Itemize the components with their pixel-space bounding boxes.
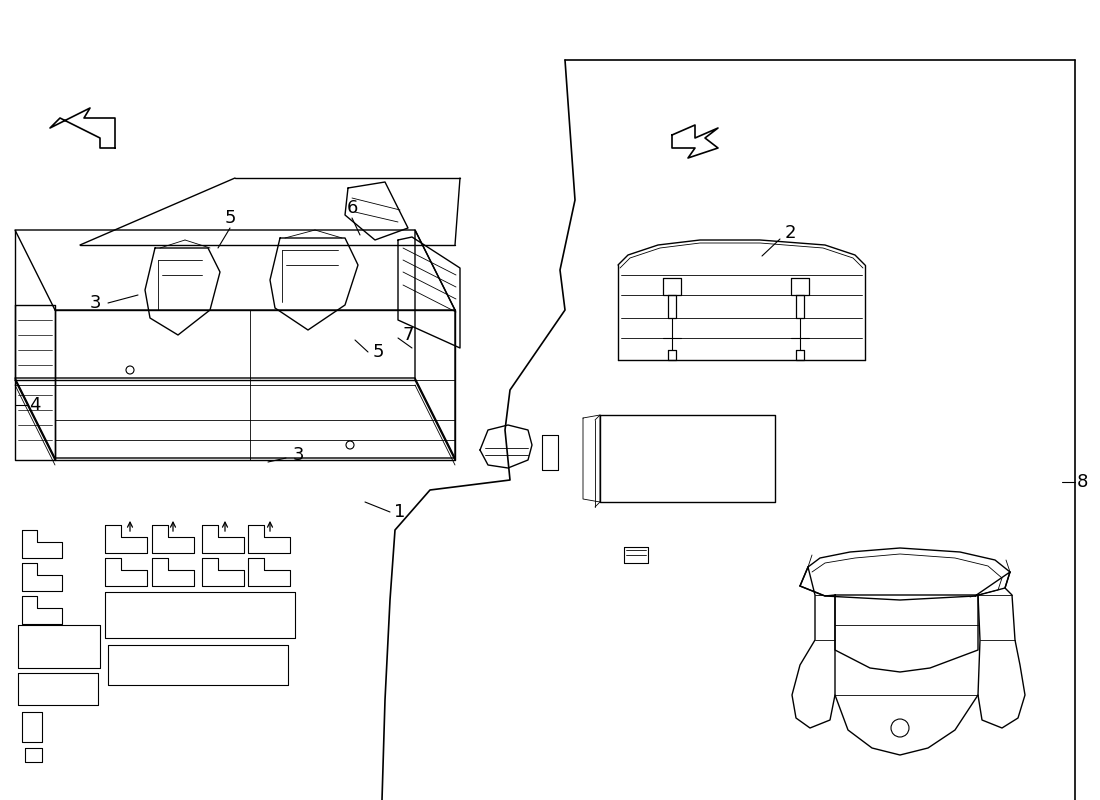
Text: 4: 4 (30, 396, 41, 414)
Text: 6: 6 (346, 199, 358, 217)
Text: 7: 7 (403, 326, 414, 344)
Text: 5: 5 (224, 209, 235, 227)
Text: 3: 3 (89, 294, 101, 312)
Text: 3: 3 (293, 446, 304, 464)
Text: 1: 1 (394, 503, 406, 521)
Text: 8: 8 (1076, 473, 1088, 491)
Text: 5: 5 (372, 343, 384, 361)
Text: 2: 2 (784, 224, 795, 242)
